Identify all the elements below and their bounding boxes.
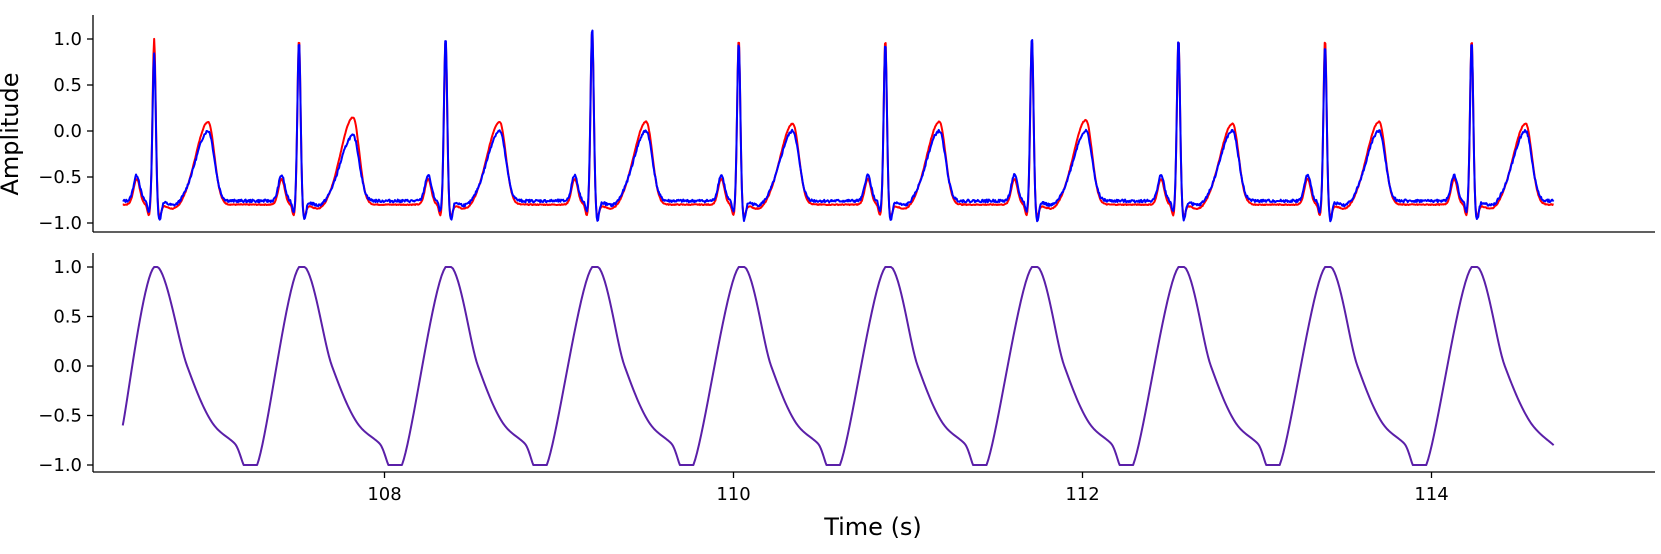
bottom-ytick-label: 0.0 bbox=[53, 356, 82, 377]
ecg-red-series-line bbox=[122, 33, 1554, 218]
bottom-ytick-label: 1.0 bbox=[53, 257, 82, 278]
ecg-blue-series-line bbox=[122, 29, 1555, 223]
bottom-y-axis-ticks: 1.0 0.5 0.0 −0.5 −1.0 bbox=[38, 257, 93, 476]
bottom-ytick-label: 0.5 bbox=[53, 307, 82, 328]
top-y-axis-ticks: 1.0 0.5 0.0 −0.5 −1.0 bbox=[38, 29, 93, 234]
top-ytick-label: −0.5 bbox=[38, 167, 82, 188]
top-ytick-label: 0.0 bbox=[53, 121, 82, 142]
bottom-ytick-label: −0.5 bbox=[38, 406, 82, 427]
xtick-label: 110 bbox=[716, 484, 750, 505]
y-axis-label: Amplitude bbox=[0, 73, 24, 196]
top-ytick-label: 0.5 bbox=[53, 75, 82, 96]
xtick-label: 108 bbox=[367, 484, 401, 505]
bottom-series-group bbox=[121, 266, 1555, 466]
x-axis-label: Time (s) bbox=[823, 513, 922, 541]
x-axis-ticks: 108 110 112 114 bbox=[367, 472, 1449, 505]
top-series-group bbox=[122, 29, 1555, 223]
pulse-series-line bbox=[121, 266, 1555, 466]
bottom-ytick-label: −1.0 bbox=[38, 455, 82, 476]
top-ytick-label: −1.0 bbox=[38, 213, 82, 234]
xtick-label: 114 bbox=[1414, 484, 1448, 505]
top-ytick-label: 1.0 bbox=[53, 29, 82, 50]
top-panel: 1.0 0.5 0.0 −0.5 −1.0 Amplitude bbox=[0, 15, 1655, 234]
bottom-panel: 1.0 0.5 0.0 −0.5 −1.0 108 110 112 114 Time (s) bbox=[38, 253, 1655, 541]
xtick-label: 112 bbox=[1065, 484, 1099, 505]
